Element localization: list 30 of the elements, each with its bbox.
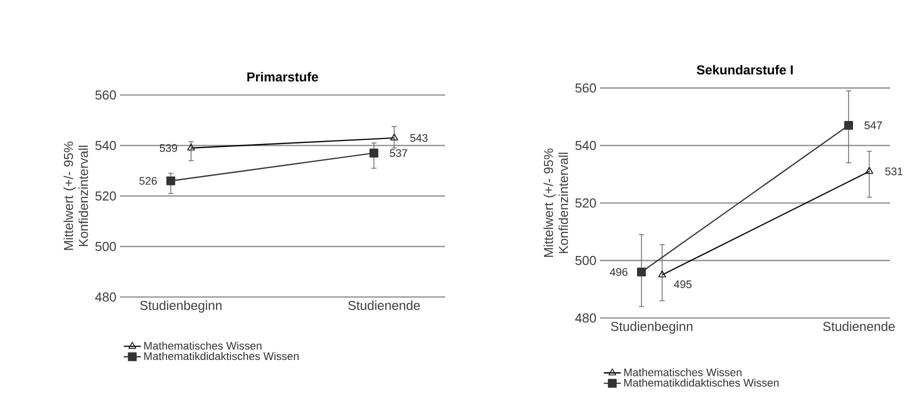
y-tick-label: 560 bbox=[95, 90, 116, 100]
y-tick-label: 500 bbox=[95, 242, 116, 252]
data-label: 531 bbox=[885, 168, 903, 176]
y-tick-label: 540 bbox=[575, 140, 596, 150]
data-label: 539 bbox=[160, 144, 178, 152]
x-tick-label: Studienende bbox=[823, 322, 895, 332]
data-label: 547 bbox=[864, 122, 882, 130]
y-tick-label: 520 bbox=[95, 191, 116, 201]
y-tick-label: 540 bbox=[95, 140, 116, 150]
chart-title: Sekundarstufe I bbox=[696, 64, 793, 74]
chart-title: Primarstufe bbox=[247, 72, 318, 82]
y-axis-title: Mittelwert (+/- 95% Konfidenzintervall bbox=[64, 142, 88, 250]
data-label: 537 bbox=[390, 149, 408, 157]
x-tick-label: Studienende bbox=[348, 300, 420, 310]
legend-label: Mathematisches Wissen bbox=[144, 342, 262, 350]
data-label: 495 bbox=[674, 280, 692, 288]
data-label: 496 bbox=[610, 268, 628, 276]
x-tick-label: Studienbeginn bbox=[610, 322, 692, 334]
x-tick-label: Studienbeginn bbox=[140, 300, 222, 313]
y-tick-label: 480 bbox=[95, 292, 116, 302]
y-axis-title: Mittelwert (+/- 95% Konfidenzintervall bbox=[544, 148, 568, 257]
y-tick-label: 520 bbox=[575, 198, 596, 208]
data-label: 526 bbox=[139, 176, 157, 185]
y-tick-label: 560 bbox=[575, 83, 596, 93]
data-label: 543 bbox=[410, 134, 428, 142]
y-tick-label: 500 bbox=[575, 256, 596, 266]
y-tick-label: 480 bbox=[575, 313, 596, 323]
legend-label: Mathematikdidaktisches Wissen bbox=[624, 378, 779, 387]
legend-label: Mathematisches Wissen bbox=[624, 368, 742, 376]
legend-label: Mathematikdidaktisches Wissen bbox=[144, 352, 299, 360]
